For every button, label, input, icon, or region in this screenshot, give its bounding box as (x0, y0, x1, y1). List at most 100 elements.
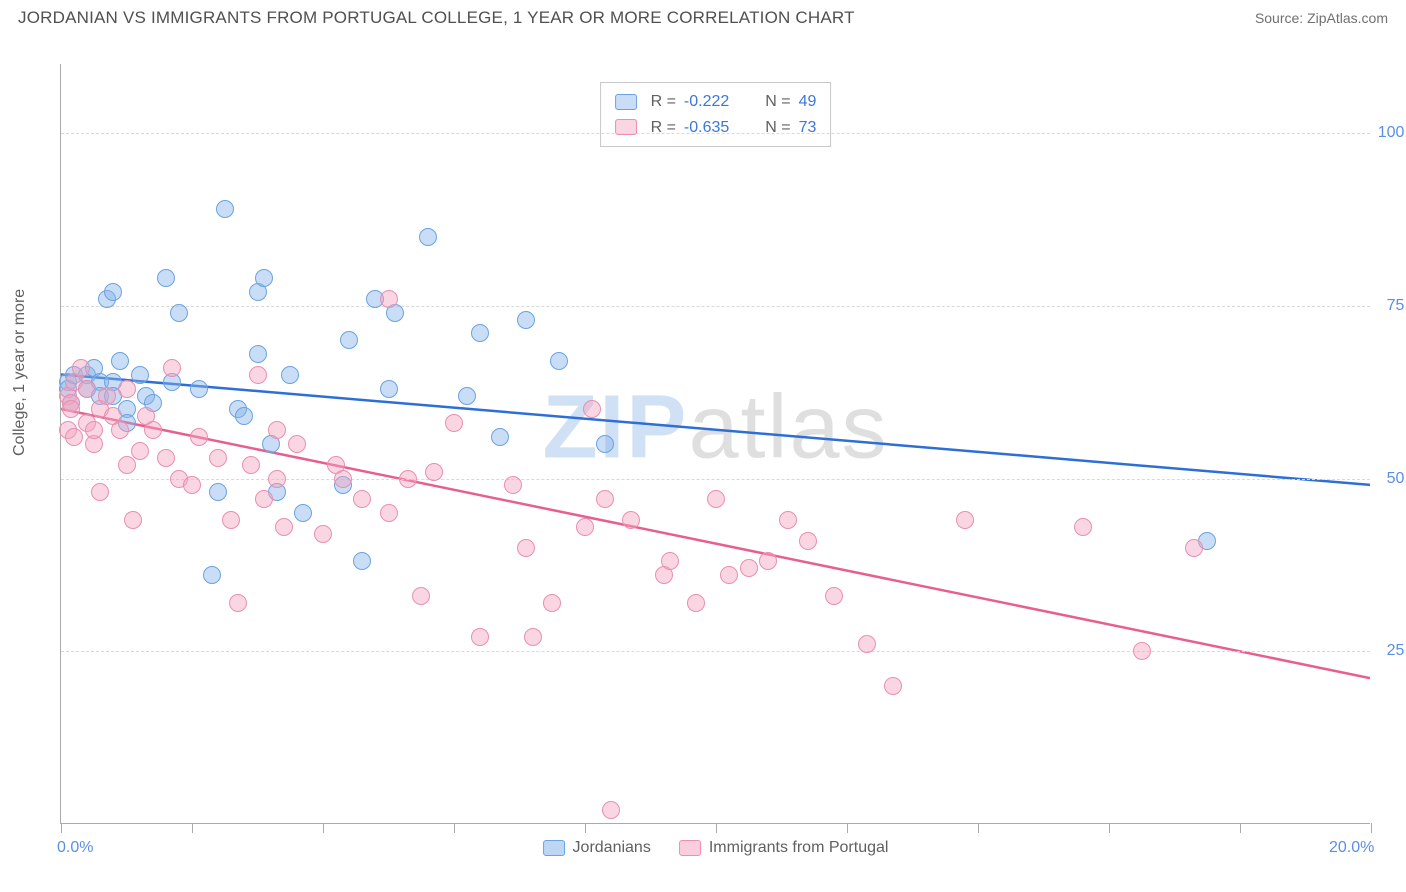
stats-n-label: N = (765, 89, 790, 115)
scatter-point (131, 366, 149, 384)
x-tick (323, 823, 324, 833)
stats-n-label: N = (765, 115, 790, 141)
scatter-point (550, 352, 568, 370)
scatter-point (759, 552, 777, 570)
x-tick-label: 0.0% (57, 839, 93, 857)
scatter-point (209, 449, 227, 467)
scatter-point (596, 435, 614, 453)
x-tick (585, 823, 586, 833)
x-tick (847, 823, 848, 833)
scatter-point (622, 511, 640, 529)
x-tick (978, 823, 979, 833)
scatter-point (602, 801, 620, 819)
scatter-point (353, 490, 371, 508)
x-tick-label: 20.0% (1329, 839, 1374, 857)
source-label: Source: ZipAtlas.com (1255, 10, 1388, 26)
scatter-point (118, 456, 136, 474)
scatter-point (707, 490, 725, 508)
legend-swatch-icon (543, 840, 565, 856)
y-axis-title: College, 1 year or more (11, 289, 29, 456)
scatter-point (471, 628, 489, 646)
scatter-point (596, 490, 614, 508)
stats-legend: R = -0.222 N = 49 R = -0.635 N = 73 (600, 82, 832, 147)
gridline-h (61, 306, 1370, 307)
y-tick-label: 50.0% (1387, 470, 1406, 488)
stats-r-label: R = (651, 115, 676, 141)
scatter-point (419, 228, 437, 246)
scatter-point (118, 380, 136, 398)
scatter-point (445, 414, 463, 432)
gridline-h (61, 651, 1370, 652)
scatter-point (78, 380, 96, 398)
scatter-point (884, 677, 902, 695)
scatter-point (222, 511, 240, 529)
scatter-point (294, 504, 312, 522)
scatter-point (190, 428, 208, 446)
trend-lines (61, 64, 1370, 823)
watermark-zip: ZIP (542, 378, 688, 478)
stats-row-0: R = -0.222 N = 49 (615, 89, 817, 115)
scatter-point (72, 359, 90, 377)
scatter-point (412, 587, 430, 605)
scatter-point (85, 421, 103, 439)
scatter-point (380, 380, 398, 398)
scatter-point (334, 470, 352, 488)
scatter-point (242, 456, 260, 474)
scatter-point (170, 304, 188, 322)
chart-header: JORDANIAN VS IMMIGRANTS FROM PORTUGAL CO… (0, 0, 1406, 36)
scatter-point (471, 324, 489, 342)
scatter-point (491, 428, 509, 446)
scatter-point (255, 269, 273, 287)
legend-swatch-0 (615, 94, 637, 110)
x-tick (1109, 823, 1110, 833)
stats-r-label: R = (651, 89, 676, 115)
scatter-point (517, 539, 535, 557)
watermark-atlas: atlas (688, 378, 888, 478)
scatter-point (203, 566, 221, 584)
scatter-point (340, 331, 358, 349)
legend-item-0: Jordanians (543, 839, 651, 857)
scatter-point (543, 594, 561, 612)
scatter-point (583, 400, 601, 418)
scatter-point (1074, 518, 1092, 536)
scatter-point (91, 483, 109, 501)
scatter-point (956, 511, 974, 529)
bottom-legend: Jordanians Immigrants from Portugal (543, 839, 889, 857)
scatter-point (124, 511, 142, 529)
scatter-point (858, 635, 876, 653)
scatter-point (144, 421, 162, 439)
scatter-point (209, 483, 227, 501)
x-tick (61, 823, 62, 833)
scatter-point (288, 435, 306, 453)
chart-container: College, 1 year or more ZIPatlas R = -0.… (18, 46, 1388, 866)
scatter-point (687, 594, 705, 612)
scatter-point (98, 387, 116, 405)
scatter-point (249, 366, 267, 384)
scatter-point (275, 518, 293, 536)
scatter-point (799, 532, 817, 550)
scatter-point (190, 380, 208, 398)
plot-area: ZIPatlas R = -0.222 N = 49 R = -0.635 N … (60, 64, 1370, 824)
scatter-point (661, 552, 679, 570)
scatter-point (281, 366, 299, 384)
scatter-point (163, 359, 181, 377)
gridline-h (61, 479, 1370, 480)
scatter-point (524, 628, 542, 646)
scatter-point (1185, 539, 1203, 557)
scatter-point (104, 283, 122, 301)
stats-n-value-1: 73 (799, 115, 817, 141)
scatter-point (157, 269, 175, 287)
x-tick (192, 823, 193, 833)
scatter-point (353, 552, 371, 570)
x-tick (454, 823, 455, 833)
stats-row-1: R = -0.635 N = 73 (615, 115, 817, 141)
stats-r-value-0: -0.222 (684, 89, 729, 115)
scatter-point (1133, 642, 1151, 660)
legend-swatch-icon (679, 840, 701, 856)
y-tick-label: 75.0% (1387, 297, 1406, 315)
y-tick-label: 100.0% (1378, 124, 1406, 142)
stats-r-value-1: -0.635 (684, 115, 729, 141)
scatter-point (62, 400, 80, 418)
stats-n-value-0: 49 (799, 89, 817, 115)
scatter-point (380, 290, 398, 308)
